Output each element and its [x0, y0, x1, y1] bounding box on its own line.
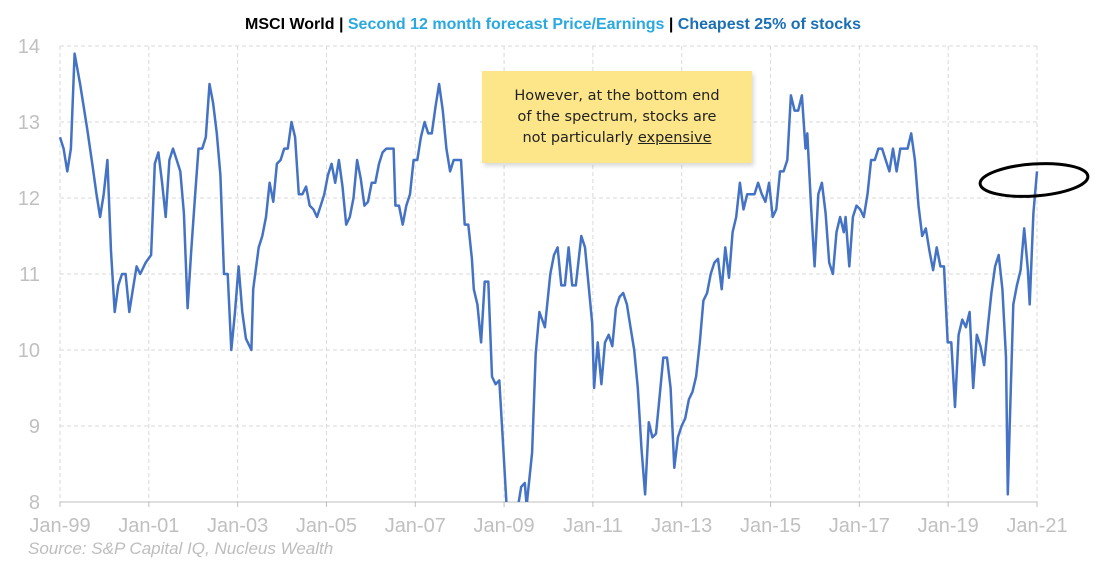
- series-group: [58, 52, 1039, 502]
- x-tick-label: Jan-13: [651, 515, 712, 537]
- title-separator: |: [334, 16, 348, 33]
- title-index: MSCI World: [245, 16, 335, 33]
- title-separator: |: [664, 16, 678, 33]
- highlight-circle: [978, 162, 1090, 198]
- series-line: [58, 52, 1039, 502]
- y-tick-label: 14: [18, 36, 40, 58]
- annotation-note: However, at the bottom end of the spectr…: [482, 71, 752, 163]
- annotation-line: However, at the bottom end: [514, 87, 720, 104]
- y-tick-label: 9: [29, 416, 40, 438]
- x-tick-label: Jan-21: [1006, 515, 1067, 537]
- source-note: Source: S&P Capital IQ, Nucleus Wealth: [28, 539, 334, 558]
- annotation-line: of the spectrum, stocks are: [517, 108, 717, 125]
- title-metric: Second 12 month forecast Price/Earnings: [347, 16, 665, 33]
- y-tick-label: 12: [18, 188, 40, 210]
- x-axis-ticks: Jan-99 Jan-01 Jan-03 Jan-05 Jan-07 Jan-09 Jan-…: [29, 501, 1068, 537]
- x-tick-label: Jan-01: [118, 515, 179, 537]
- x-tick-label: Jan-03: [207, 515, 268, 537]
- y-tick-label: 10: [18, 340, 40, 362]
- annotation-emphasis: expensive: [637, 129, 712, 146]
- x-tick-label: Jan-09: [474, 515, 535, 537]
- y-axis-ticks: 8 9 10 11 12 13 14: [18, 36, 40, 514]
- y-tick-label: 11: [19, 264, 40, 286]
- y-tick-label: 8: [29, 492, 40, 514]
- x-tick-label: Jan-17: [829, 515, 890, 537]
- x-tick-label: Jan-19: [918, 515, 979, 537]
- annotation-text: not particularly: [522, 129, 638, 146]
- annotation-line: not particularly expensive: [522, 128, 711, 149]
- x-tick-label: Jan-11: [563, 515, 623, 537]
- gridlines: [59, 45, 1038, 503]
- x-tick-label: Jan-05: [296, 515, 357, 537]
- x-tick-label: Jan-99: [29, 515, 90, 537]
- y-tick-label: 13: [18, 112, 40, 134]
- x-tick-label: Jan-07: [385, 515, 446, 537]
- chart-title: MSCI World | Second 12 month forecast Pr…: [0, 16, 1106, 34]
- x-tick-label: Jan-15: [740, 515, 801, 537]
- title-segment: Cheapest 25% of stocks: [677, 16, 861, 33]
